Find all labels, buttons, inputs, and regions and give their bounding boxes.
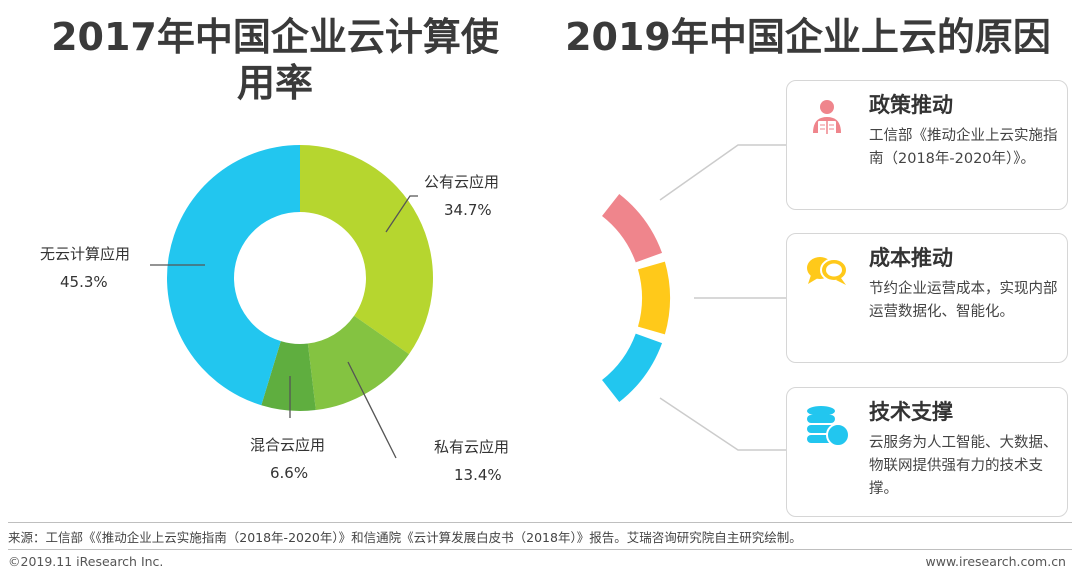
chat-bubbles-icon (807, 257, 848, 285)
donut-chart (166, 145, 433, 411)
footer-divider (8, 522, 1072, 523)
reason-title-cost: 成本推动 (869, 246, 953, 270)
leader-line-public (385, 195, 418, 233)
reason-text-tech: 云服务为人工智能、大数据、物联网提供强有力的技术支撑。 (869, 435, 1058, 497)
arc-policy (602, 193, 663, 263)
arc-cost (637, 261, 670, 335)
label-none-value: 45.3% (60, 273, 108, 291)
reason-title-tech: 技术支撑 (869, 400, 953, 424)
slice-private-cloud (307, 315, 410, 411)
label-public-name: 公有云应用 (424, 173, 499, 191)
reason-card-policy: 政策推动 工信部《推动企业上云实施指南（2018年-2020年）》。 (786, 80, 1068, 210)
reader-icon (813, 100, 841, 134)
donut-chart-title: 2017年中国企业云计算使用率 (51, 15, 499, 105)
source-note: 来源：工信部《《推动企业上云实施指南（2018年-2020年）》和信通院《云计算… (8, 530, 802, 545)
connector-policy (659, 144, 786, 201)
connector-tech (659, 397, 786, 451)
database-icon (807, 406, 850, 447)
reason-arc (602, 193, 670, 403)
slice-hybrid-cloud (261, 341, 316, 411)
label-none-name: 无云计算应用 (40, 245, 130, 263)
slice-public-cloud (300, 145, 433, 355)
reason-text-cost: 节约企业运营成本，实现内部运营数据化、智能化。 (869, 281, 1058, 320)
connector-lines (659, 144, 786, 451)
copyright: ©2019.11 iResearch Inc. (8, 554, 164, 569)
leader-lines (150, 195, 418, 459)
label-hybrid-value: 6.6% (270, 464, 308, 482)
leader-line-private (347, 361, 397, 459)
footer-divider-bottom (8, 549, 1072, 550)
website: www.iresearch.com.cn (925, 554, 1067, 569)
reason-card-cost: 成本推动 节约企业运营成本，实现内部运营数据化、智能化。 (786, 233, 1068, 363)
slice-no-cloud (166, 145, 300, 406)
arc-tech (602, 333, 663, 403)
label-private-value: 13.4% (454, 466, 502, 484)
reason-text-policy: 工信部《推动企业上云实施指南（2018年-2020年）》。 (869, 128, 1058, 167)
label-private-name: 私有云应用 (434, 438, 509, 456)
reasons-title: 2019年中国企业上云的原因 (565, 15, 1051, 59)
reason-title-policy: 政策推动 (869, 93, 953, 117)
reason-card-tech: 技术支撑 云服务为人工智能、大数据、物联网提供强有力的技术支撑。 (786, 387, 1068, 517)
label-public-value: 34.7% (444, 201, 492, 219)
label-hybrid-name: 混合云应用 (250, 436, 325, 454)
